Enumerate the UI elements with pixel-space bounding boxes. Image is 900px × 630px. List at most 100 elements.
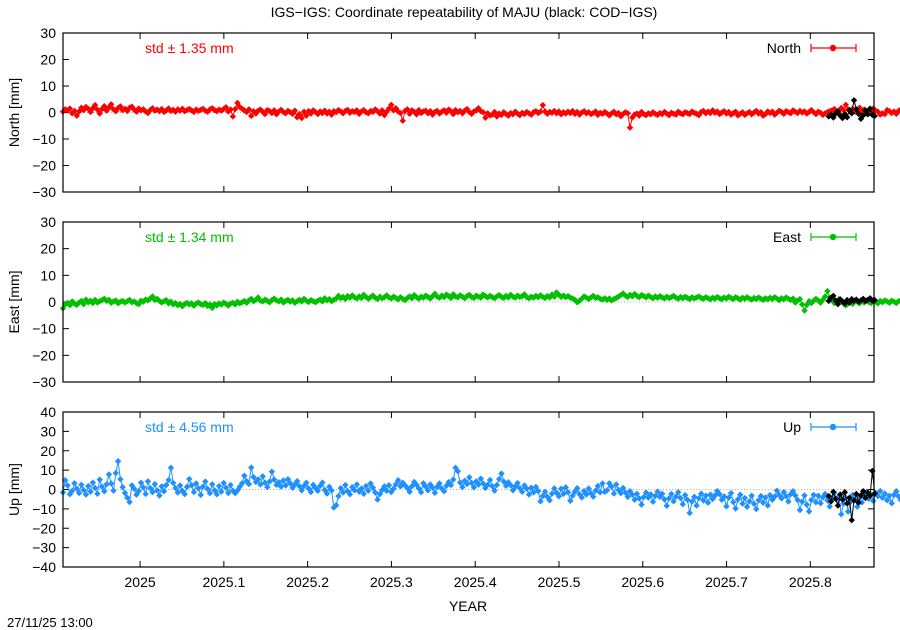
igs-series-point	[727, 294, 735, 302]
igs-series-point	[486, 476, 494, 484]
y-tick-label: −20	[32, 520, 56, 536]
igs-series-point	[466, 474, 473, 481]
igs-series-point	[124, 494, 131, 501]
igs-series-point	[574, 484, 581, 492]
igs-series-point	[567, 497, 574, 504]
cod-series-point	[871, 490, 878, 497]
igs-series-point	[656, 493, 664, 501]
igs-series-point	[351, 487, 358, 494]
cod-series-point	[869, 467, 876, 475]
y-tick-label: 30	[40, 423, 56, 439]
igs-series-point	[838, 511, 845, 518]
igs-series-point	[374, 496, 381, 503]
igs-series-point	[321, 107, 328, 114]
igs-series-point	[629, 491, 636, 498]
igs-series-point	[734, 496, 742, 503]
igs-series-point	[812, 499, 820, 506]
igs-series-point	[773, 487, 781, 494]
igs-series-point	[75, 108, 83, 115]
igs-series-point	[810, 491, 817, 499]
igs-series-point	[335, 106, 342, 114]
igs-series-point	[248, 112, 255, 120]
igs-series-point	[874, 300, 882, 307]
igs-series-point	[381, 111, 388, 119]
igs-series-point	[619, 484, 627, 492]
igs-series-point	[514, 110, 521, 117]
igs-series-point	[213, 107, 221, 115]
std-annotation: std ± 1.34 mm	[145, 229, 234, 245]
cod-series-point	[857, 297, 865, 304]
igs-series-point	[826, 503, 833, 510]
igs-series-point	[576, 111, 583, 118]
igs-series-point	[176, 482, 184, 489]
legend-marker	[829, 44, 837, 52]
igs-series-point	[229, 113, 237, 120]
igs-series-point	[417, 489, 425, 496]
igs-series-point	[596, 489, 604, 496]
igs-series-point	[828, 107, 836, 114]
x-tick-label: 2025.3	[370, 574, 413, 590]
igs-series-point	[615, 486, 622, 494]
igs-series-point	[479, 480, 487, 487]
igs-series-point	[564, 108, 572, 115]
igs-series-point	[580, 107, 588, 115]
y-tick-label: 10	[40, 78, 56, 94]
igs-series-point	[716, 490, 723, 498]
cod-series-point	[841, 489, 849, 496]
igs-series-point	[631, 111, 638, 118]
igs-series-point	[73, 485, 80, 492]
igs-series-point	[764, 296, 771, 303]
igs-series-point	[114, 104, 122, 112]
igs-series-point	[491, 487, 498, 494]
igs-series-point	[470, 484, 478, 491]
igs-series-point	[206, 489, 214, 497]
igs-series-point	[96, 476, 103, 483]
igs-series-point	[385, 482, 393, 489]
igs-series-point	[835, 493, 843, 500]
igs-series-point	[677, 110, 684, 117]
igs-series-point	[225, 108, 232, 115]
igs-series-point	[663, 110, 670, 117]
igs-series-point	[890, 298, 898, 305]
igs-series-point	[746, 498, 753, 505]
igs-series-point	[101, 102, 108, 110]
igs-series-point	[886, 492, 893, 499]
igs-series-point	[560, 292, 567, 299]
igs-series-point	[91, 101, 99, 109]
igs-series-point	[743, 503, 751, 510]
igs-series-point	[613, 481, 620, 488]
y-axis-label: Up [mm]	[6, 463, 22, 516]
cod-series-point	[825, 297, 832, 305]
igs-series-point	[631, 290, 638, 298]
igs-series-point	[94, 106, 101, 113]
plot-frame	[62, 411, 875, 568]
igs-series-point	[344, 106, 351, 114]
igs-series-point	[383, 487, 390, 495]
igs-series-point	[759, 499, 767, 506]
igs-series-point	[686, 295, 693, 303]
igs-series-point	[693, 294, 700, 301]
igs-series-point	[769, 295, 776, 303]
igs-series-point	[877, 111, 884, 118]
igs-series-point	[697, 490, 705, 497]
igs-series-point	[130, 485, 138, 492]
igs-series-point	[190, 488, 198, 496]
igs-series-point	[622, 292, 629, 299]
igs-series-point	[782, 493, 790, 500]
igs-series-point	[794, 297, 801, 304]
igs-series-point	[204, 485, 211, 493]
igs-series-point	[780, 296, 788, 303]
igs-series-point	[608, 483, 615, 490]
igs-series-point	[821, 293, 829, 300]
igs-series-point	[626, 291, 634, 298]
igs-series-point	[805, 508, 813, 515]
igs-series-point	[362, 482, 370, 490]
igs-series-point	[794, 496, 801, 504]
igs-series-point	[633, 490, 641, 497]
y-tick-label: −30	[32, 540, 56, 556]
igs-series-point	[82, 491, 90, 498]
igs-series-point	[353, 481, 361, 488]
igs-series-point	[273, 111, 280, 118]
igs-series-point	[727, 111, 735, 118]
igs-series-point	[895, 493, 900, 500]
